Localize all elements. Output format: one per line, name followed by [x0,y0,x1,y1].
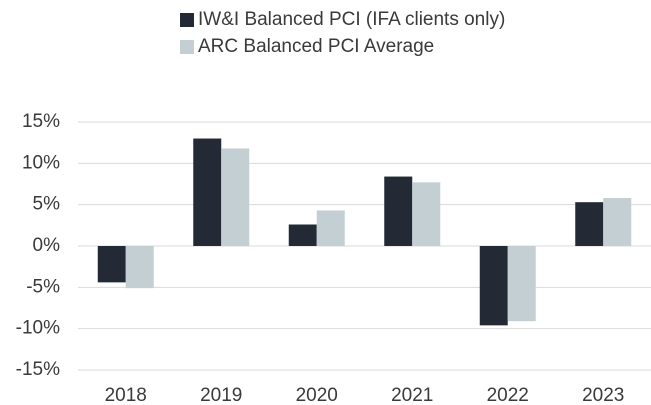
x-tick-label: 2020 [296,385,338,405]
bar [479,246,508,326]
x-tick-label: 2023 [582,385,624,405]
y-tick-label: -5% [26,276,60,297]
y-tick-label: -15% [16,359,60,380]
bar [97,246,126,283]
x-tick-label: 2021 [391,385,433,405]
y-tick-label: 15% [22,111,60,132]
bar [316,210,345,246]
y-tick-label: 5% [33,194,61,215]
legend-label: ARC Balanced PCI Average [198,36,434,57]
bar [412,182,441,246]
bar [603,198,632,246]
y-tick-label: -10% [16,318,60,339]
bar [575,202,604,246]
y-tick-label: 10% [22,152,60,173]
bar [193,138,222,246]
y-tick-label: 0% [33,235,61,256]
legend-label: IW&I Balanced PCI (IFA clients only) [198,9,505,30]
bar [288,224,317,246]
x-tick-label: 2018 [105,385,147,405]
bar [221,148,250,246]
bar [507,246,536,322]
legend-swatch [180,13,194,27]
legend-swatch [180,40,194,54]
bar [125,246,154,289]
bar [384,176,413,246]
x-tick-label: 2019 [200,385,242,405]
x-tick-label: 2022 [487,385,529,405]
